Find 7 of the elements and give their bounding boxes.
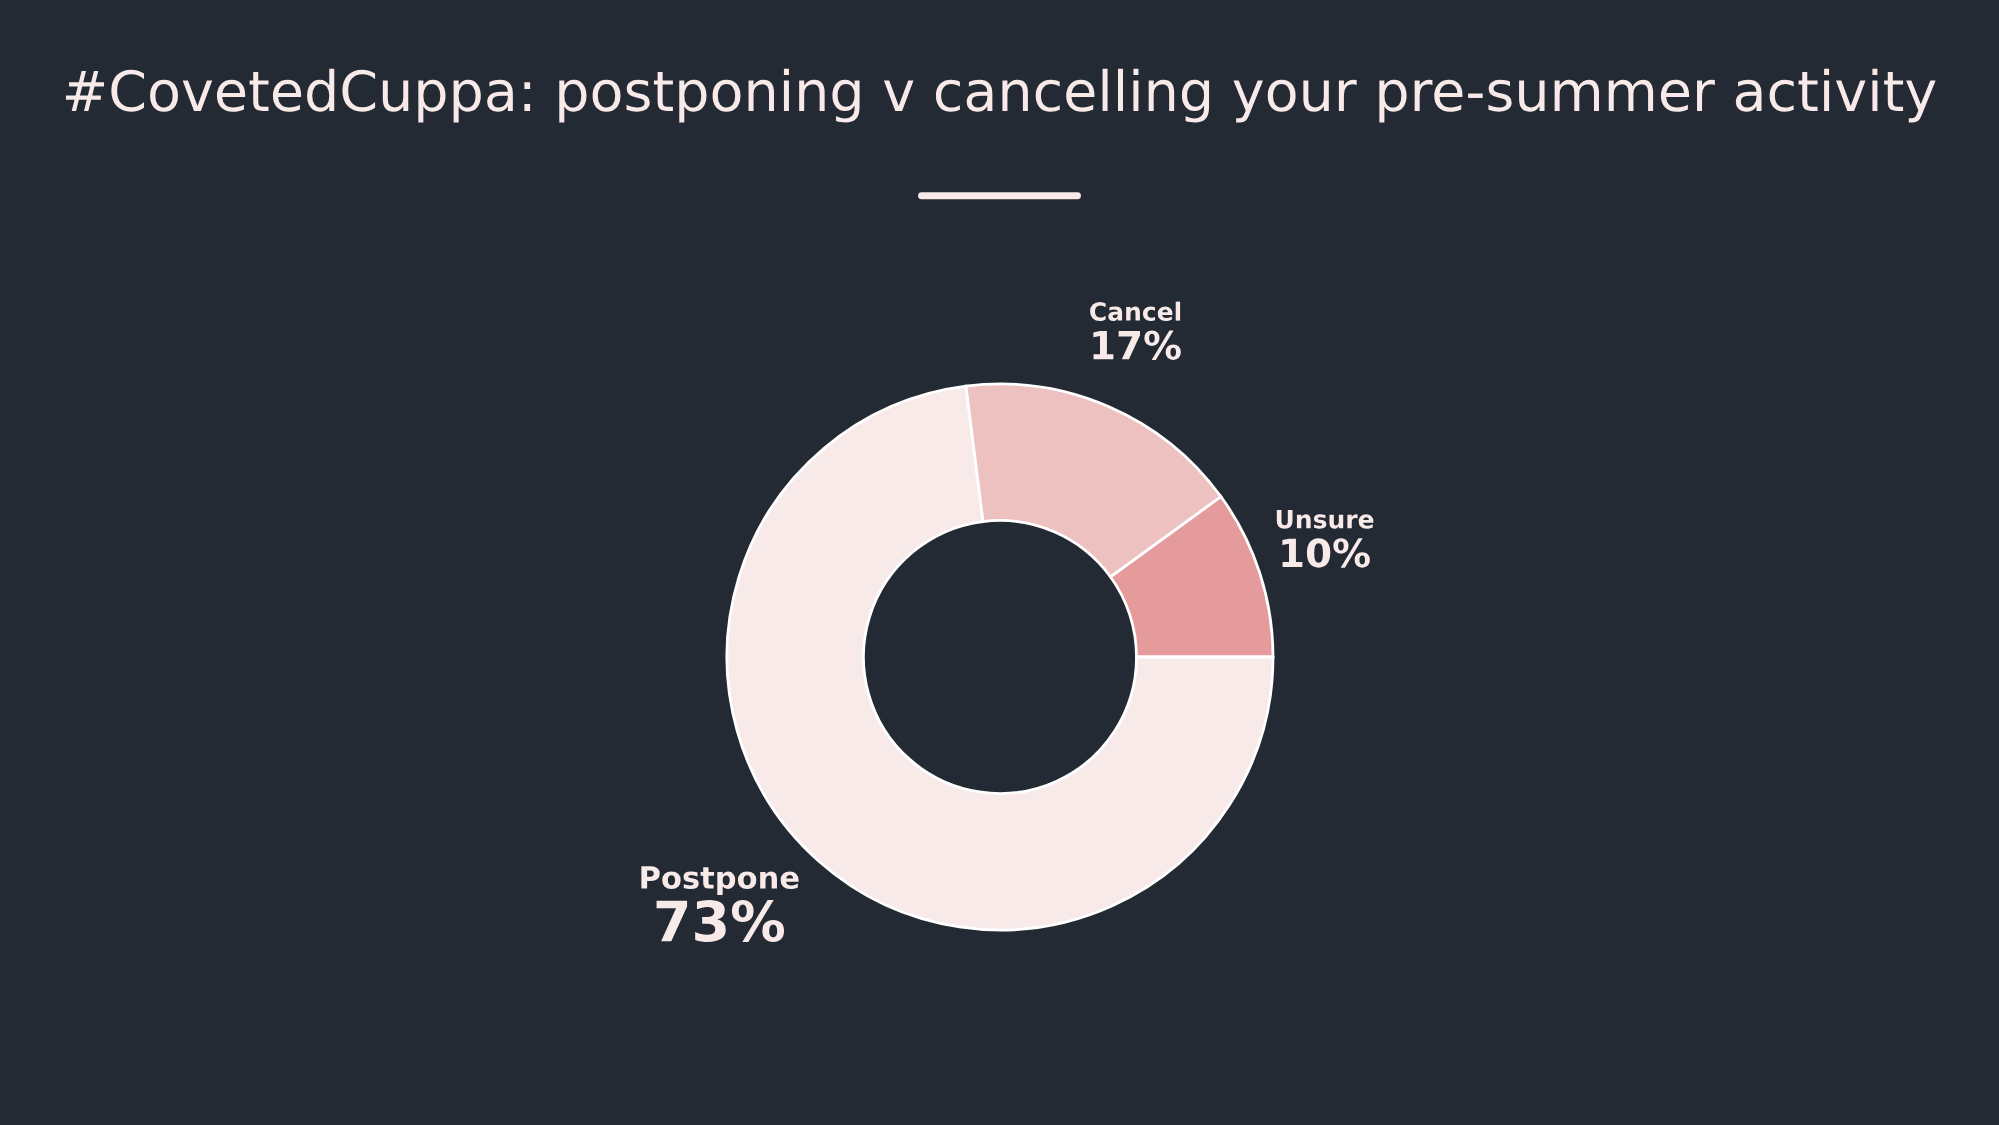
data-label: 10% [1282, 538, 1370, 568]
slice-label: Cancel [1090, 301, 1181, 321]
chart-title: #CovetedCuppa: postponing v cancelling your pre-summer activity [65, 68, 1936, 123]
data-label: 17% [1093, 330, 1181, 360]
data-label: 73% [656, 899, 785, 942]
slice-label: Postpone [641, 866, 799, 895]
slice-label: Unsure [1276, 510, 1374, 529]
